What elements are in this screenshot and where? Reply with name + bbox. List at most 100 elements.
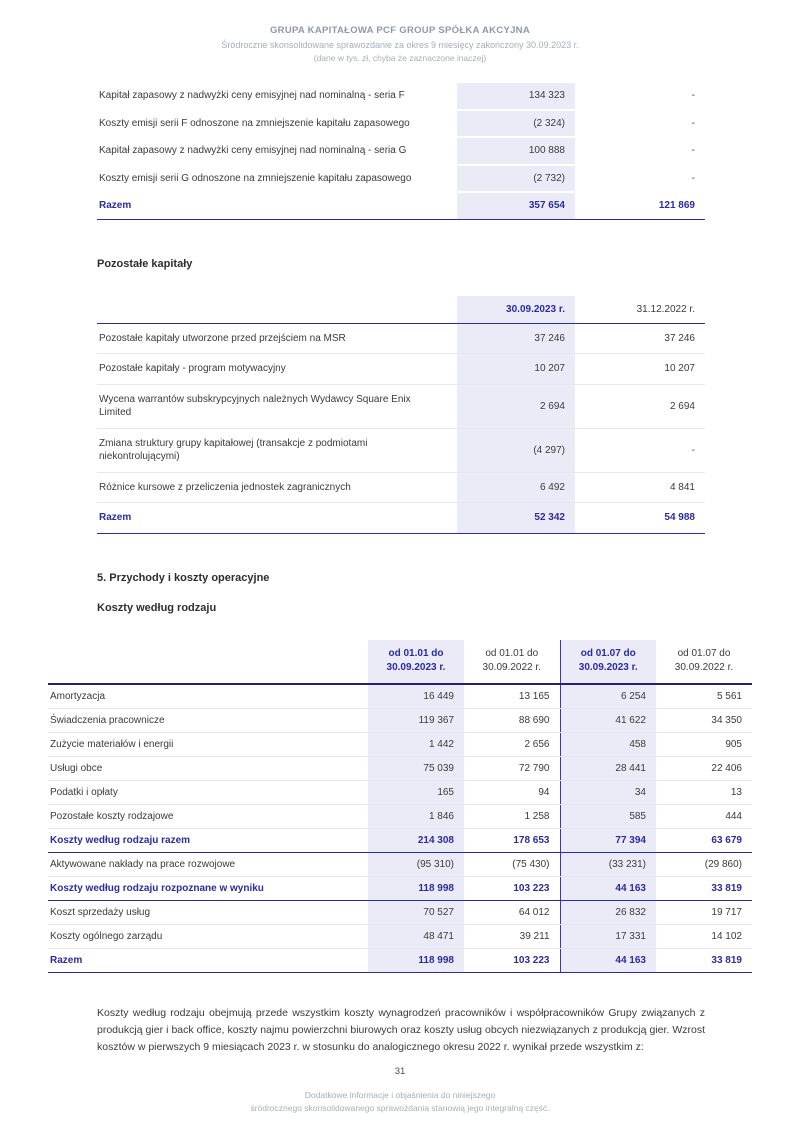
row-value: 77 394 [559, 827, 656, 853]
row-value: 4 841 [575, 472, 705, 503]
row-label: Koszt sprzedaży usług [48, 900, 368, 925]
row-value: 33 819 [656, 947, 752, 973]
capital-reserve-table: Kapitał zapasowy z nadwyżki ceny emisyjn… [97, 83, 705, 220]
row-value: 444 [656, 804, 752, 829]
table-row: Kapitał zapasowy z nadwyżki ceny emisyjn… [97, 137, 705, 166]
row-label: Koszty emisji serii F odnoszone na zmnie… [97, 109, 457, 138]
row-label: Świadczenia pracownicze [48, 708, 368, 733]
row-value: 1 258 [464, 804, 560, 829]
row-value: 19 717 [656, 900, 752, 925]
row-value: 34 350 [656, 708, 752, 733]
currency-note: (dane w tys. zł, chyba że zaznaczone ina… [313, 53, 487, 63]
row-value: 33 819 [656, 875, 752, 901]
row-value: (2 732) [457, 164, 575, 193]
column-header-q3-2023: od 01.07 do 30.09.2023 r. [559, 639, 656, 685]
row-value: (4 297) [457, 428, 575, 473]
table-row: Zużycie materiałów i energii 1 442 2 656 45… [48, 732, 752, 757]
column-header-31-12-2022: 31.12.2022 r. [575, 295, 705, 324]
row-value: 52 342 [457, 502, 575, 534]
table-row: Wycena warrantów subskrypcyjnych należny… [97, 384, 705, 429]
header-line: 30.09.2022 r. [482, 662, 541, 673]
header-line: od 01.01 do [388, 647, 444, 659]
section-title-other-capitals: Pozostałe kapitały [97, 257, 193, 270]
row-label: Wycena warrantów subskrypcyjnych należny… [97, 384, 457, 429]
row-label: Koszty ogólnego zarządu [48, 924, 368, 949]
table-row: Pozostałe kapitały utworzone przed przej… [97, 323, 705, 354]
column-header-q3-2022: od 01.07 do 30.09.2022 r. [656, 639, 752, 685]
row-label: Pozostałe kapitały - program motywacyjny [97, 353, 457, 385]
row-label: Kapitał zapasowy z nadwyżki ceny emisyjn… [97, 83, 457, 111]
page-number: 31 [394, 1065, 406, 1077]
row-value: 214 308 [368, 827, 464, 853]
row-value: 118 998 [368, 947, 464, 973]
table-header-row: od 01.01 do 30.09.2023 r. od 01.01 do 30… [48, 639, 752, 685]
row-value: 905 [656, 732, 752, 757]
section-subtitle-costs-by-kind: Koszty według rodzaju [97, 601, 217, 614]
row-value: (2 324) [457, 109, 575, 138]
row-value: - [575, 137, 705, 166]
row-value: 2 694 [457, 384, 575, 429]
header-line: 30.09.2022 r. [674, 662, 734, 673]
report-subtitle: Śródroczne skonsolidowane sprawozdanie z… [221, 40, 579, 50]
row-value: 100 888 [457, 137, 575, 166]
row-value: 458 [559, 732, 656, 757]
row-label: Zmiana struktury grupy kapitałowej (tran… [97, 428, 457, 473]
row-value: 17 331 [559, 924, 656, 949]
row-label: Razem [97, 191, 457, 220]
row-value: (33 231) [559, 852, 656, 877]
row-value: 14 102 [656, 924, 752, 949]
total-row: Razem 357 654 121 869 [97, 191, 705, 220]
row-label: Podatki i opłaty [48, 780, 368, 805]
row-value: 103 223 [464, 875, 560, 901]
row-value: 48 471 [368, 924, 464, 949]
row-value: 119 367 [368, 708, 464, 733]
row-value: 134 323 [457, 83, 575, 111]
row-value: 121 869 [575, 191, 705, 220]
row-value: - [575, 164, 705, 193]
table-row: Koszt sprzedaży usług 70 527 64 012 26 832 1… [48, 900, 752, 925]
row-value: 103 223 [464, 947, 560, 973]
row-value: 64 012 [464, 900, 560, 925]
table-row: Kapitał zapasowy z nadwyżki ceny emisyjn… [97, 83, 705, 111]
row-value: 63 679 [656, 827, 752, 853]
section-title-revenues-costs: 5. Przychody i koszty operacyjne [97, 571, 270, 584]
row-label: Koszty według rodzaju razem [48, 827, 368, 853]
row-label: Pozostałe koszty rodzajowe [48, 804, 368, 829]
row-value: 39 211 [464, 924, 560, 949]
row-value: 88 690 [464, 708, 560, 733]
row-value: (75 430) [464, 852, 560, 877]
row-value: 6 254 [559, 683, 656, 709]
row-label: Usługi obce [48, 756, 368, 781]
row-value: 178 653 [464, 827, 560, 853]
row-value: 1 846 [368, 804, 464, 829]
row-label: Zużycie materiałów i energii [48, 732, 368, 757]
header-line: od 01.07 do [677, 647, 731, 659]
row-value: 165 [368, 780, 464, 805]
header-line: od 01.01 do [485, 647, 539, 659]
row-value: 13 [656, 780, 752, 805]
row-value: 28 441 [559, 756, 656, 781]
table-row: Usługi obce 75 039 72 790 28 441 22 406 [48, 756, 752, 781]
row-value: 44 163 [559, 875, 656, 901]
table-row: Pozostałe koszty rodzajowe 1 846 1 258 585 4… [48, 804, 752, 829]
row-label: Koszty emisji serii G odnoszone na zmnie… [97, 164, 457, 193]
table-row: Zmiana struktury grupy kapitałowej (tran… [97, 428, 705, 473]
table-row: Koszty emisji serii G odnoszone na zmnie… [97, 164, 705, 193]
row-value: 1 442 [368, 732, 464, 757]
row-value: 75 039 [368, 756, 464, 781]
row-value: - [575, 109, 705, 138]
table-row: Koszty ogólnego zarządu 48 471 39 211 17 33… [48, 924, 752, 949]
costs-explanation-paragraph: Koszty według rodzaju obejmują przede ws… [97, 1006, 705, 1053]
table-header-row: 30.09.2023 r. 31.12.2022 r. [97, 295, 705, 324]
footer-note-line2: śródrocznego skonsolidowanego sprawozdan… [250, 1102, 550, 1113]
header-line: 30.09.2023 r. [578, 662, 638, 673]
row-value: 94 [464, 780, 560, 805]
row-value: 357 654 [457, 191, 575, 220]
table-row: Świadczenia pracownicze 119 367 88 690 41 6… [48, 708, 752, 733]
row-value: - [575, 428, 705, 473]
row-value: 26 832 [559, 900, 656, 925]
row-label: Razem [48, 947, 368, 973]
header-line: od 01.07 do [580, 647, 636, 659]
total-row: Koszty według rodzaju razem 214 308 178 65… [48, 827, 752, 853]
